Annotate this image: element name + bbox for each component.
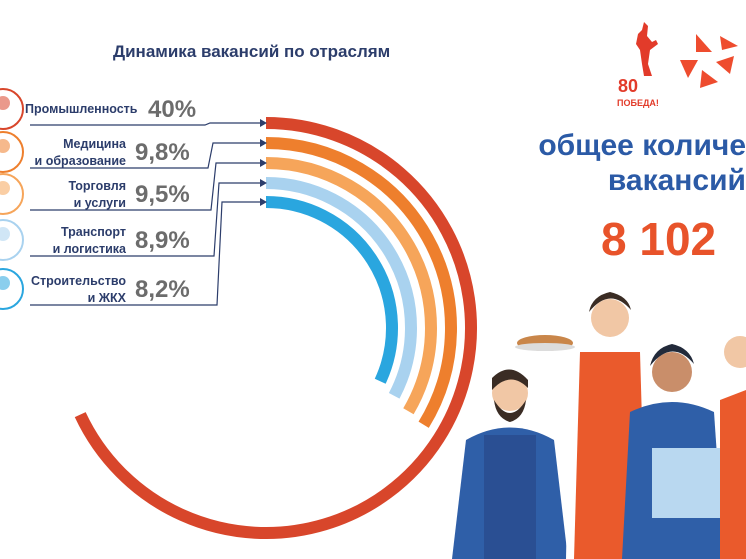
category-label-4: Транспорт и логистика (53, 225, 127, 256)
headline-line-1: общее количе (538, 129, 746, 162)
total-vacancies: 8 102 (601, 213, 717, 265)
factory-worker-icon-figure (0, 96, 10, 110)
connector-arrow-1 (260, 119, 267, 127)
value-label-4: 8,9% (135, 227, 190, 254)
connector-arrow-4 (260, 179, 267, 187)
anniversary-text: ПОБЕДА! (617, 98, 659, 108)
value-label-5: 8,2% (135, 276, 190, 303)
value-label-2: 9,8% (135, 139, 190, 166)
anniversary-number: 80 (618, 76, 638, 96)
arc-bar-4 (265, 177, 417, 399)
arc-bar-3 (265, 157, 437, 415)
brand-logo-icon (676, 30, 746, 97)
builder-icon (0, 268, 24, 310)
connector-line-2 (30, 142, 260, 169)
arc-bar-2 (265, 137, 457, 428)
connector-line-1 (30, 122, 260, 126)
value-label-3: 9,5% (135, 181, 190, 208)
connector-line-5 (30, 201, 260, 306)
connector-arrow-2 (260, 139, 267, 147)
victory-80-logo: 80 ПОБЕДА! (614, 20, 664, 115)
headline-line-2: вакансий (607, 164, 746, 197)
builder-icon-figure (0, 276, 10, 290)
courier-icon-figure (0, 227, 10, 241)
arc-bar-1 (74, 117, 477, 539)
doctor-icon (0, 131, 24, 173)
connector-arrow-5 (260, 198, 267, 206)
shop-worker-icon (0, 173, 24, 215)
connector-arrow-3 (260, 159, 267, 167)
chart-title: Динамика вакансий по отраслям (113, 42, 391, 61)
shop-worker-icon-figure (0, 181, 10, 195)
category-label-3: Торговля и услуги (68, 179, 126, 210)
connector-line-3 (30, 162, 260, 211)
connector-line-4 (30, 182, 260, 257)
courier-icon (0, 219, 24, 261)
doctor-icon-figure (0, 139, 10, 153)
arc-bar-5 (265, 196, 398, 384)
factory-worker-icon (0, 88, 24, 130)
category-label-2: Медицина и образование (35, 137, 127, 168)
value-label-1: 40% (148, 96, 196, 123)
category-label-1: Промышленность (25, 102, 138, 116)
category-label-5: Строительство и ЖКХ (31, 274, 127, 305)
